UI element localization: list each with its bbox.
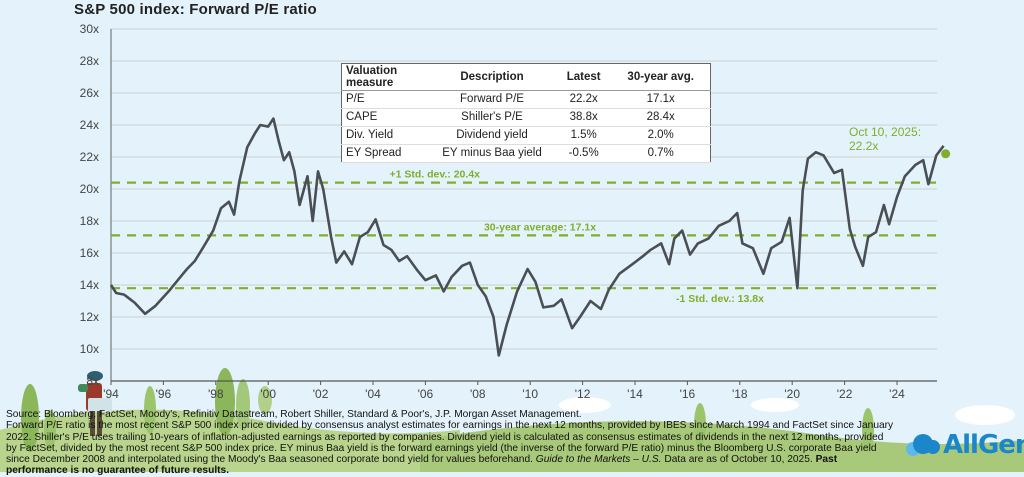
cell-measure: P/E: [341, 90, 428, 109]
y-tick-label: 10x: [80, 342, 99, 356]
x-tick-label: '18: [732, 387, 748, 401]
footnote-asof: Data are as of October 10, 2025.: [664, 454, 813, 466]
cell-latest: 22.2x: [556, 90, 612, 109]
table-header-row: Valuation measure Description Latest 30-…: [341, 63, 711, 91]
y-tick-label: 18x: [80, 214, 99, 228]
tree: [258, 386, 272, 414]
cloud: [955, 405, 1015, 425]
y-tick-label: 14x: [80, 278, 99, 292]
cell-latest: 38.8x: [556, 108, 612, 127]
reference-line-label: +1 Std. dev.: 20.4x: [389, 169, 480, 181]
cell-latest: 1.5%: [556, 126, 612, 145]
cell-description: Shiller's P/E: [428, 108, 556, 127]
cloud: [751, 398, 799, 412]
cell-latest: -0.5%: [556, 144, 612, 163]
x-tick-label: '08: [470, 387, 486, 401]
cell-avg: 17.1x: [611, 90, 711, 109]
reference-line-label: -1 Std. dev.: 13.8x: [676, 293, 764, 305]
x-tick-label: '02: [313, 387, 329, 401]
cloud: [559, 397, 611, 413]
tree: [44, 410, 56, 450]
cell-description: Dividend yield: [428, 126, 556, 145]
tree: [694, 403, 706, 447]
tree: [144, 386, 156, 434]
y-axis-ticks: 8x 10x 12x 14x 16x 18x 20x 22x 24x 26x 28x 30x: [80, 22, 99, 388]
x-tick-label: '20: [784, 387, 800, 401]
footnote-guide-title: Guide to the Markets – U.S.: [535, 454, 662, 466]
valuation-table: Valuation measure Description Latest 30-…: [341, 63, 711, 163]
header-30yr-avg: 30-year avg.: [611, 63, 711, 91]
table-row: Div. Yield Dividend yield 1.5% 2.0%: [341, 126, 711, 145]
y-tick-label: 28x: [80, 54, 99, 68]
x-tick-label: '04: [365, 387, 381, 401]
y-tick-label: 30x: [80, 22, 99, 36]
x-tick-label: '06: [418, 387, 434, 401]
reference-line-label: 30-year average: 17.1x: [484, 221, 596, 233]
series-layer: [109, 117, 945, 357]
table-row: CAPE Shiller's P/E 38.8x 28.4x: [341, 108, 711, 127]
annotation-date: Oct 10, 2025:: [849, 125, 921, 139]
cell-description: EY minus Baa yield: [428, 144, 556, 163]
tree: [236, 379, 250, 431]
x-tick-label: '96: [156, 387, 172, 401]
x-tick-label: '10: [522, 387, 538, 401]
cell-measure: EY Spread: [341, 144, 428, 163]
hill-right: [420, 421, 1024, 472]
header-valuation-measure: Valuation measure: [341, 63, 428, 91]
x-tick-label: '16: [680, 387, 696, 401]
x-tick-label: '24: [889, 387, 905, 401]
footnote-source: Source: Bloomberg, FactSet, Moody's, Ref…: [6, 409, 582, 420]
x-axis-ticks: '94 '96 '98 '00 '02 '04 '06 '08 '10 '12 '14 '16 '18 '…: [103, 381, 905, 401]
hiker-illustration: [78, 371, 112, 436]
cell-avg: 28.4x: [611, 108, 711, 127]
y-tick-label: 16x: [80, 246, 99, 260]
x-tick-label: '98: [208, 387, 224, 401]
y-tick-label: 26x: [80, 86, 99, 100]
x-tick-label: '14: [627, 387, 643, 401]
header-description: Description: [428, 63, 556, 91]
y-tick-label: 8x: [86, 374, 99, 388]
x-tick-label: '94: [103, 387, 119, 401]
cell-avg: 0.7%: [611, 144, 711, 163]
footnote: Source: Bloomberg, FactSet, Moody's, Ref…: [6, 409, 896, 477]
y-tick-label: 22x: [80, 150, 99, 164]
table-row: EY Spread EY minus Baa yield -0.5% 0.7%: [341, 144, 711, 163]
x-tick-label: '00: [260, 387, 276, 401]
cloud-logo-icon: [906, 434, 940, 456]
series-line-forward-pe: [109, 117, 945, 357]
tree: [862, 408, 874, 452]
x-tick-label: '22: [837, 387, 853, 401]
latest-point-marker: [941, 149, 951, 159]
chart-title: S&P 500 index: Forward P/E ratio: [74, 1, 317, 18]
y-tick-label: 20x: [80, 182, 99, 196]
latest-annotation: Oct 10, 2025:22.2x: [849, 125, 951, 159]
y-tick-label: 12x: [80, 310, 99, 324]
x-tick-label: '12: [575, 387, 591, 401]
logo-text: AllGen: [943, 430, 1024, 460]
annotation-value: 22.2x: [849, 139, 878, 153]
footnote-disclaimer: Past performance is no guarantee of futu…: [6, 454, 838, 477]
table-row: P/E Forward P/E 22.2x 17.1x: [341, 90, 711, 109]
header-latest: Latest: [556, 63, 612, 91]
hill-left: [0, 409, 460, 472]
cell-description: Forward P/E: [428, 90, 556, 109]
allgen-logo: AllGen: [903, 430, 1024, 460]
cell-avg: 2.0%: [611, 126, 711, 145]
footnote-body: Forward P/E ratio is the most recent S&P…: [6, 420, 894, 466]
tree: [215, 368, 235, 436]
cell-measure: CAPE: [341, 108, 428, 127]
y-tick-label: 24x: [80, 118, 99, 132]
tree: [21, 384, 39, 452]
cell-measure: Div. Yield: [341, 126, 428, 145]
